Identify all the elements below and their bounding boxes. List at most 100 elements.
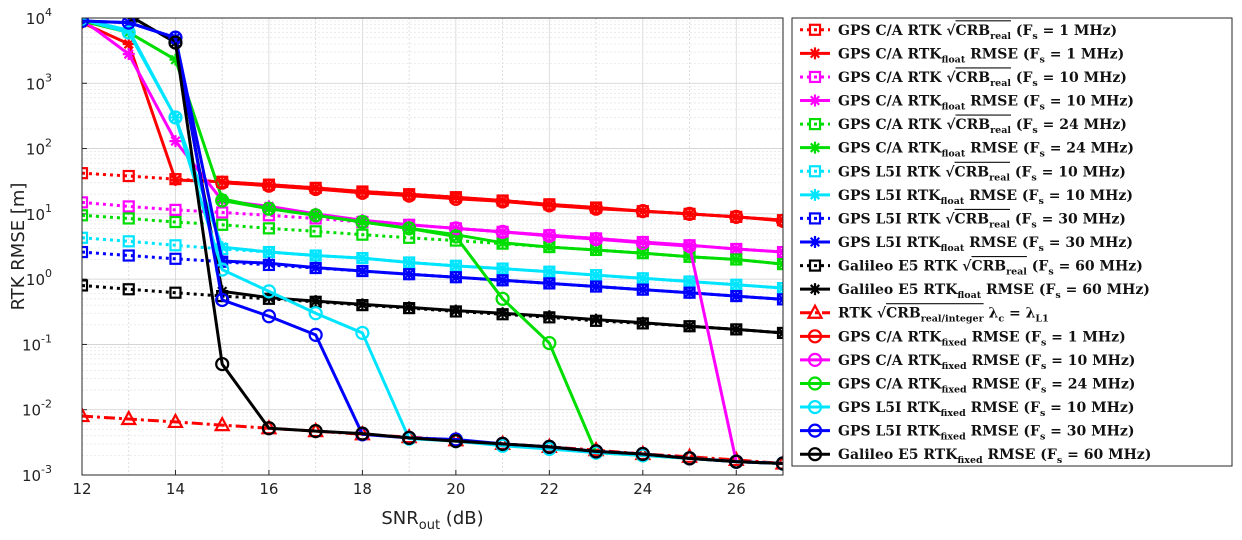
data-point xyxy=(682,239,697,254)
legend-label-part: s xyxy=(1038,196,1043,207)
legend-label-part: real/integer xyxy=(921,314,985,325)
legend-label-part: s xyxy=(1041,337,1046,348)
legend-label: GPS C/A RTKfixed RMSE (Fs = 1 MHz) xyxy=(838,329,1126,348)
legend-entry: GPS L5I RTK √CRBreal (Fs = 30 MHz) xyxy=(800,208,1126,230)
legend-label-part: √ xyxy=(946,70,956,86)
legend-label: Galileo E5 RTKfixed RMSE (Fs = 60 MHz) xyxy=(838,447,1151,466)
legend-label-part: fixed xyxy=(941,337,967,348)
data-point xyxy=(262,257,275,270)
data-point xyxy=(122,37,135,50)
legend-label-part: = 24 MHz) xyxy=(1045,141,1134,157)
legend-label-part: (F xyxy=(1011,117,1032,133)
y-tick-base: 10 xyxy=(26,206,45,224)
data-point xyxy=(542,439,557,454)
legend-label-part: GPS C/A RTK xyxy=(838,329,942,345)
data-point xyxy=(82,406,91,423)
series-13 xyxy=(215,175,783,229)
legend-label-part: float xyxy=(940,243,964,254)
y-tick-exponent: -1 xyxy=(41,332,52,345)
series-group xyxy=(82,18,783,471)
legend-label: GPS C/A RTK √CRBreal (Fs = 1 MHz) xyxy=(838,23,1117,42)
x-tick-label: 20 xyxy=(446,480,465,498)
y-tick-label: 10-3 xyxy=(22,463,52,485)
legend-label-part: Galileo E5 RTK xyxy=(838,259,962,275)
data-point xyxy=(121,18,136,30)
data-point xyxy=(403,268,416,281)
legend-label-part: GPS C/A RTK xyxy=(838,46,942,62)
x-tick-label: 16 xyxy=(259,480,278,498)
legend-label-part: CRB xyxy=(956,23,991,39)
data-point xyxy=(495,224,510,239)
legend-label: GPS L5I RTK √CRBreal (Fs = 30 MHz) xyxy=(838,211,1126,230)
data-point xyxy=(308,208,323,223)
legend-label: GPS C/A RTKfloat RMSE (Fs = 24 MHz) xyxy=(838,141,1134,160)
legend-label-part: = 24 MHz) xyxy=(1046,376,1135,392)
series-line xyxy=(82,414,783,465)
legend-entry: GPS L5I RTKfloat RMSE (Fs = 10 MHz) xyxy=(800,188,1133,207)
data-point xyxy=(683,275,696,288)
data-point xyxy=(636,272,649,285)
data-point xyxy=(168,110,183,125)
data-point xyxy=(122,235,135,248)
legend-label-part: s xyxy=(1039,54,1044,65)
data-point xyxy=(309,249,322,262)
legend-label-part: Galileo E5 RTK xyxy=(838,282,958,298)
legend-label-part: CRB xyxy=(956,70,991,86)
legend-marker xyxy=(809,283,821,296)
plot-frame xyxy=(81,17,784,476)
data-point xyxy=(167,412,184,429)
y-tick-label: 103 xyxy=(26,71,52,93)
x-axis-label-sub: out xyxy=(419,518,440,533)
legend-label-part: fixed xyxy=(940,432,966,443)
legend-label-part: = 24 MHz) xyxy=(1038,117,1127,133)
data-point xyxy=(495,291,510,306)
series-18 xyxy=(168,35,783,471)
legend-label-part: √ xyxy=(945,211,955,227)
legend-label-part: √ xyxy=(946,23,956,39)
data-point xyxy=(82,279,89,292)
data-point xyxy=(775,456,783,471)
y-tick-base: 10 xyxy=(26,75,45,93)
data-point xyxy=(730,278,743,291)
data-point xyxy=(355,185,370,200)
legend-label-part: real xyxy=(990,31,1011,42)
data-point xyxy=(729,209,744,224)
legend-label-part: GPS L5I RTK xyxy=(838,164,945,180)
legend-marker xyxy=(807,423,823,438)
legend-entry: GPS L5I RTKfixed RMSE (Fs = 10 MHz) xyxy=(800,399,1134,419)
legend-label: Galileo E5 RTKfloat RMSE (Fs = 60 MHz) xyxy=(838,282,1150,301)
legend-label-part: s xyxy=(1038,243,1043,254)
legend-marker xyxy=(809,236,821,248)
y-tick-label: 100 xyxy=(26,267,52,289)
data-point xyxy=(309,295,322,308)
data-point xyxy=(496,262,509,275)
legend-label-part: fixed xyxy=(957,455,983,466)
data-point xyxy=(308,327,323,342)
series-line xyxy=(222,181,783,223)
legend-label-part: √ xyxy=(946,117,956,133)
data-point xyxy=(588,232,604,247)
data-point xyxy=(355,426,370,441)
data-point xyxy=(448,434,463,449)
y-tick-exponent: 2 xyxy=(45,137,52,150)
data-point xyxy=(356,265,369,278)
series-1 xyxy=(82,18,783,227)
data-point xyxy=(216,175,229,188)
data-point xyxy=(682,451,697,466)
data-point xyxy=(495,436,510,451)
legend-entry: GPS C/A RTKfloat RMSE (Fs = 1 MHz) xyxy=(800,46,1124,65)
legend-label-part: s xyxy=(1032,125,1037,136)
legend-entry: GPS C/A RTKfixed RMSE (Fs = 1 MHz) xyxy=(800,329,1126,348)
legend-marker xyxy=(808,118,822,131)
data-point xyxy=(588,444,604,459)
legend-marker xyxy=(807,447,823,462)
legend-label-part: float xyxy=(940,196,964,207)
data-point xyxy=(262,246,275,259)
data-point xyxy=(356,298,369,311)
legend-label-part: GPS C/A RTK xyxy=(838,94,942,110)
legend-label-part: (F xyxy=(1011,23,1032,39)
data-point xyxy=(169,252,182,265)
legend-label-part: GPS L5I RTK xyxy=(838,424,941,440)
data-point xyxy=(727,450,745,467)
data-point xyxy=(448,221,463,236)
